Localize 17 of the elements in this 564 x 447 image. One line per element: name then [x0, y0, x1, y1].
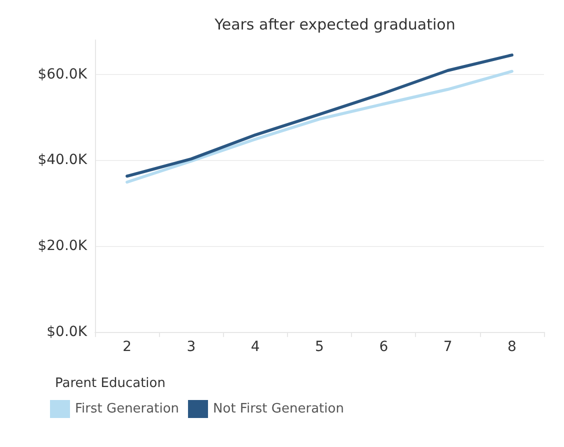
- y-tick-label: $20.0K: [38, 238, 88, 254]
- y-tick-label: $0.0K: [46, 324, 88, 340]
- chart-title: Years after expected graduation: [214, 16, 456, 34]
- x-tick-label: 4: [250, 339, 260, 355]
- line-series: [126, 54, 514, 178]
- legend-title: Parent Education: [55, 376, 166, 391]
- x-tick-label: 3: [186, 339, 196, 355]
- x-tick-label: 8: [507, 339, 516, 355]
- x-tick-label: 5: [315, 339, 324, 355]
- legend-label: First Generation: [75, 402, 180, 416]
- y-tick-label: $60.0K: [38, 66, 88, 82]
- legend-label: Not First Generation: [213, 402, 344, 416]
- x-tick-label: 2: [122, 339, 132, 355]
- y-tick-label: $40.0K: [38, 152, 88, 168]
- x-tick-label: 6: [379, 339, 388, 355]
- x-tick-label: 7: [443, 339, 452, 355]
- line-series: [126, 70, 514, 184]
